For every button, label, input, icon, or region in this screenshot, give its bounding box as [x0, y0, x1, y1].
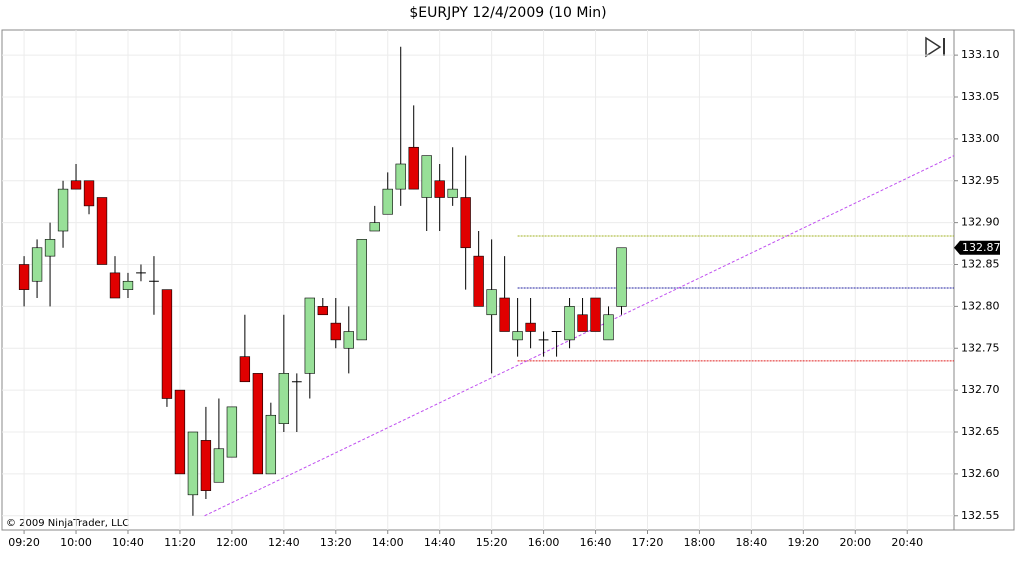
- y-tick-label: 132.80: [961, 299, 1000, 312]
- y-tick-label: 132.55: [961, 509, 1000, 522]
- x-tick-label: 20:00: [839, 536, 871, 549]
- candle-body: [577, 314, 588, 332]
- x-tick-label: 18:40: [736, 536, 768, 549]
- candle-body: [356, 239, 367, 341]
- play-icon[interactable]: [925, 36, 945, 58]
- y-tick-label: 132.90: [961, 216, 1000, 229]
- candle-body: [512, 331, 523, 341]
- y-tick-label: 132.70: [961, 383, 1000, 396]
- x-tick-label: 20:40: [891, 536, 923, 549]
- candle-body: [408, 146, 419, 190]
- x-tick-label: 14:40: [424, 536, 456, 549]
- x-tick-label: 17:20: [632, 536, 664, 549]
- candle-body: [200, 440, 212, 491]
- last-price-label: 132.87: [962, 241, 1001, 254]
- x-tick-label: 14:00: [372, 536, 404, 549]
- copyright: © 2009 NinjaTrader, LLC: [6, 518, 129, 529]
- candle-body: [44, 239, 56, 257]
- y-tick-label: 133.05: [961, 90, 1000, 103]
- candle-body: [343, 331, 354, 349]
- candle-body: [122, 280, 134, 290]
- y-tick-label: 132.60: [961, 467, 1000, 480]
- x-tick-label: 09:20: [8, 536, 40, 549]
- y-tick-label: 132.75: [961, 341, 1000, 354]
- x-tick-label: 15:20: [476, 536, 508, 549]
- candle-body: [226, 406, 238, 458]
- y-tick-label: 132.85: [961, 258, 1000, 271]
- x-tick-label: 16:00: [528, 536, 560, 549]
- y-tick-label: 133.10: [961, 48, 1000, 61]
- candle-body: [109, 272, 121, 299]
- x-tick-label: 12:00: [216, 536, 248, 549]
- candle-body: [18, 264, 30, 290]
- candle-body: [161, 289, 173, 399]
- candle-body: [252, 373, 264, 475]
- x-tick-label: 19:20: [787, 536, 819, 549]
- candle-body: [564, 306, 575, 341]
- candle-body: [304, 297, 315, 374]
- candle-body: [486, 289, 497, 316]
- candle-body: [395, 163, 406, 190]
- candle-body: [590, 297, 601, 332]
- candle-body: [382, 188, 393, 215]
- x-tick-label: 16:40: [580, 536, 612, 549]
- candle-body: [187, 431, 199, 496]
- candle-body: [70, 180, 82, 190]
- candle-body: [239, 356, 251, 383]
- candle-body: [83, 180, 95, 207]
- candle-body: [434, 180, 445, 198]
- candle-body: [31, 247, 43, 282]
- candle-body: [369, 222, 380, 232]
- x-tick-label: 10:40: [112, 536, 144, 549]
- y-tick-label: 133.00: [961, 132, 1000, 145]
- candle-body: [525, 322, 536, 332]
- last-price-box: [954, 240, 1000, 255]
- chart-title: $EURJPY 12/4/2009 (10 Min): [409, 5, 606, 21]
- y-tick-label: 132.95: [961, 174, 1000, 187]
- candle-body: [473, 255, 484, 307]
- candle-body: [603, 314, 614, 341]
- candle-body: [174, 389, 186, 475]
- x-tick-label: 12:40: [268, 536, 300, 549]
- candle-body: [330, 322, 341, 341]
- y-tick-label: 132.65: [961, 425, 1000, 438]
- candle-body: [460, 197, 471, 249]
- x-tick-label: 10:00: [60, 536, 92, 549]
- x-tick-label: 13:20: [320, 536, 352, 549]
- candle-body: [57, 188, 69, 232]
- candle-body: [317, 306, 328, 316]
- candle-body: [499, 297, 510, 332]
- candle-body: [278, 373, 290, 424]
- x-tick-label: 18:00: [684, 536, 716, 549]
- candle-body: [616, 247, 627, 307]
- candle-body: [96, 197, 108, 265]
- candle-body: [421, 155, 432, 198]
- candle-body: [447, 188, 458, 198]
- trend-line: [204, 155, 955, 517]
- candle-body: [213, 448, 225, 483]
- x-tick-label: 11:20: [164, 536, 196, 549]
- candle-body: [265, 414, 277, 475]
